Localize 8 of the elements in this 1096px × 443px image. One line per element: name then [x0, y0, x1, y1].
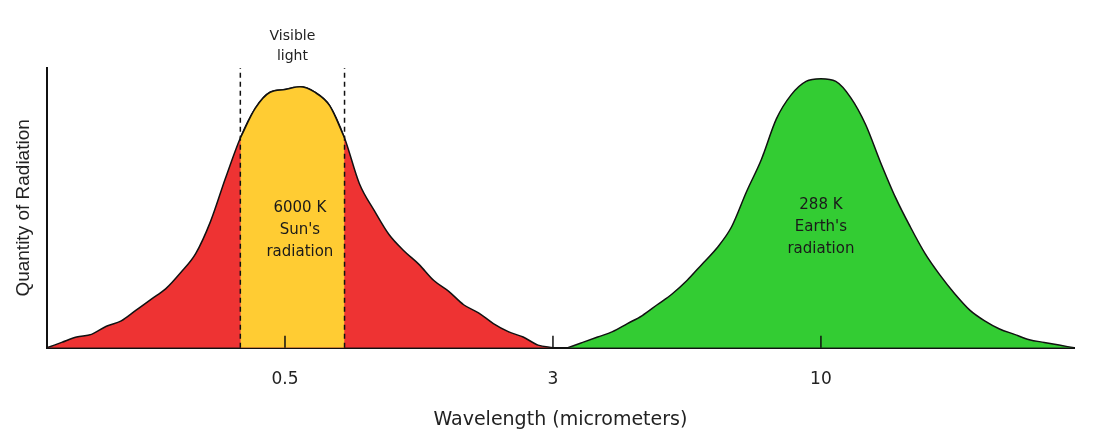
y-axis-title: Quantity of Radiation — [11, 119, 33, 297]
x-tick-label: 10 — [810, 368, 832, 389]
x-tick-label: 3 — [547, 368, 559, 389]
series-label: 288 K Earth's radiation — [787, 194, 855, 257]
x-axis-title: Wavelength (micrometers) — [433, 406, 688, 429]
x-tick-label: 0.5 — [271, 368, 299, 389]
text: Visible light — [269, 26, 316, 63]
series-label: 6000 K Sun's radiation — [266, 198, 334, 261]
